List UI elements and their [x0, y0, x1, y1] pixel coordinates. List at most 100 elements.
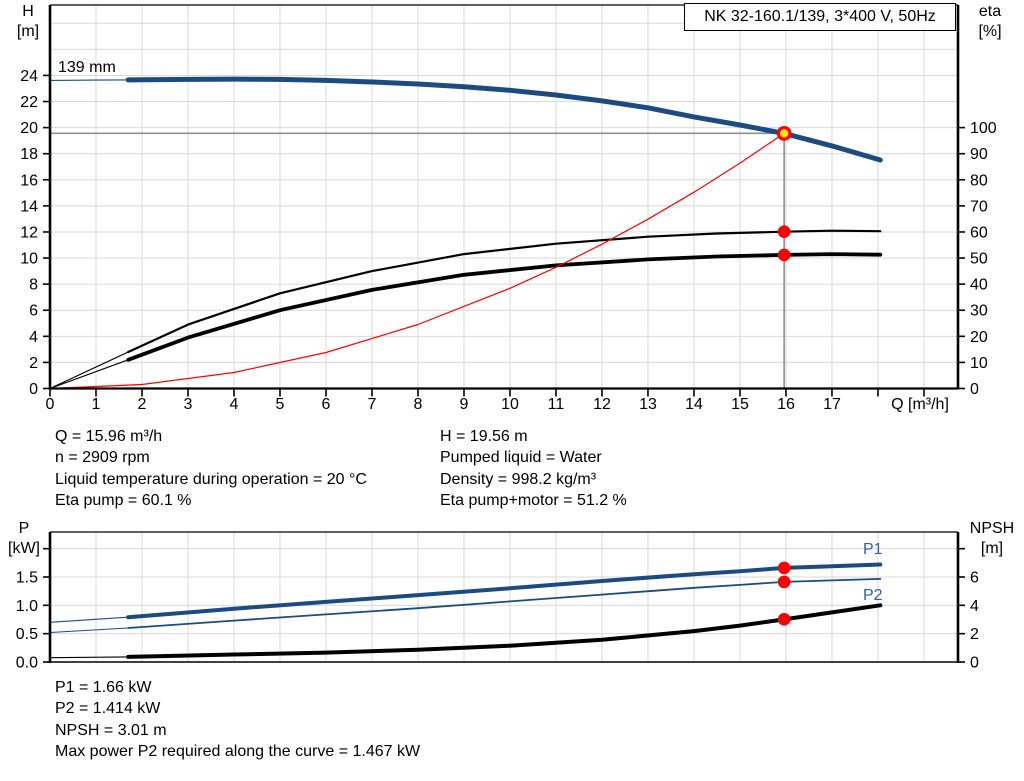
p2-curve-label: P2: [863, 587, 883, 604]
eta-axis-unit-line1: eta: [978, 3, 1002, 20]
p1-curve-label: P1: [863, 541, 883, 558]
info-npsh: NPSH = 3.01 m: [55, 721, 167, 739]
svg-text:8: 8: [29, 277, 38, 294]
svg-text:15: 15: [731, 396, 749, 413]
svg-text:10: 10: [970, 355, 988, 372]
svg-text:1.5: 1.5: [16, 569, 38, 586]
svg-text:12: 12: [593, 396, 611, 413]
info-pumped-liquid: Pumped liquid = Water: [440, 449, 602, 467]
svg-text:30: 30: [970, 303, 988, 320]
power-npsh-chart-ticks: 0.0 0.5 1.0 1.5 0 2 4 6: [16, 547, 979, 672]
qh-eta-chart-frame: [48, 4, 960, 390]
svg-text:0: 0: [970, 381, 979, 398]
eta-pump-motor-duty-dot: [777, 248, 791, 262]
p2-duty-dot: [777, 575, 791, 589]
duty-point-marker: [776, 125, 792, 141]
svg-text:0: 0: [970, 655, 979, 672]
npsh-axis-unit-line2: [m]: [980, 540, 1004, 557]
svg-text:2: 2: [970, 626, 979, 643]
h-axis-unit-line2: [m]: [16, 23, 40, 40]
svg-text:40: 40: [970, 277, 988, 294]
svg-text:6: 6: [322, 396, 331, 413]
p-axis-unit-line2: [kW]: [8, 540, 40, 557]
svg-text:1: 1: [92, 396, 101, 413]
series-p2-curve: [49, 578, 882, 634]
h-axis-unit-line1: H: [22, 3, 34, 20]
svg-text:3: 3: [184, 396, 193, 413]
series-p1-curve: [49, 562, 883, 623]
svg-text:7: 7: [368, 396, 377, 413]
series-eta-pump-curve: [49, 229, 882, 389]
duty-info-right: H = 19.56 m Pumped liquid = Water Densit…: [440, 427, 627, 512]
svg-text:10: 10: [20, 251, 38, 268]
info-p2: P2 = 1.414 kW: [55, 700, 161, 718]
info-max-power: Max power P2 required along the curve = …: [55, 742, 421, 760]
q-axis-unit: Q [m³/h]: [891, 396, 949, 413]
npsh-axis-unit: NPSH [m]: [962, 519, 1022, 559]
svg-text:60: 60: [970, 224, 988, 241]
svg-text:70: 70: [970, 198, 988, 215]
impeller-diameter-label: 139 mm: [58, 59, 116, 76]
p-axis-unit: P [kW]: [2, 519, 46, 559]
qh-eta-chart-grid: [50, 5, 958, 389]
info-liquid-temperature: Liquid temperature during operation = 20…: [55, 470, 367, 488]
svg-text:1.0: 1.0: [16, 598, 38, 615]
svg-text:20: 20: [20, 120, 38, 137]
series-npsh-curve: [49, 603, 883, 659]
svg-text:14: 14: [20, 198, 38, 215]
info-eta-pump: Eta pump = 60.1 %: [55, 491, 192, 509]
info-eta-pump-motor: Eta pump+motor = 51.2 %: [440, 491, 627, 509]
svg-text:16: 16: [20, 172, 38, 189]
info-flow: Q = 15.96 m³/h: [55, 428, 163, 445]
svg-text:0.5: 0.5: [16, 626, 38, 643]
svg-text:8: 8: [414, 396, 423, 413]
svg-text:0: 0: [46, 396, 55, 413]
svg-text:2: 2: [29, 355, 38, 372]
svg-text:4: 4: [970, 598, 979, 615]
svg-text:20: 20: [970, 329, 988, 346]
svg-text:9: 9: [460, 396, 469, 413]
info-speed: n = 2909 rpm: [55, 449, 150, 467]
svg-text:4: 4: [29, 329, 38, 346]
power-info-block: P1 = 1.66 kW P2 = 1.414 kW NPSH = 3.01 m…: [55, 678, 420, 763]
svg-text:13: 13: [639, 396, 657, 413]
svg-text:0: 0: [29, 381, 38, 398]
power-npsh-chart: 0.0 0.5 1.0 1.5 0 2 4 6: [16, 531, 979, 672]
svg-text:24: 24: [20, 68, 38, 85]
series-eta-pump-motor-curve: [49, 252, 883, 390]
power-npsh-chart-grid: [50, 532, 958, 662]
npsh-duty-dot: [777, 613, 791, 626]
svg-text:100: 100: [970, 120, 997, 137]
svg-text:11: 11: [548, 396, 565, 413]
qh-eta-chart: 0 1 2 3 4 5 6 7 8 9 10 11 12 13 14 15 16 1702468101214161…: [20, 4, 997, 413]
svg-text:10: 10: [501, 396, 519, 413]
eta-axis-unit: eta [%]: [966, 2, 1014, 42]
svg-text:80: 80: [970, 172, 988, 189]
eta-axis-unit-line2: [%]: [978, 23, 1002, 40]
svg-text:2: 2: [138, 396, 147, 413]
qh-eta-chart-ticks: 0 1 2 3 4 5 6 7 8 9 10 11 12 13 14 15 16 1702468101214161…: [20, 68, 997, 413]
info-head: H = 19.56 m: [440, 428, 528, 445]
svg-text:17: 17: [823, 396, 841, 413]
svg-text:22: 22: [20, 94, 38, 111]
svg-text:6: 6: [970, 569, 979, 586]
info-density: Density = 998.2 kg/m³: [440, 470, 597, 488]
svg-text:90: 90: [970, 146, 988, 163]
svg-text:6: 6: [29, 303, 38, 320]
duty-guides: [50, 132, 785, 389]
p-axis-unit-line1: P: [18, 520, 30, 537]
svg-text:5: 5: [276, 396, 285, 413]
info-p1: P1 = 1.66 kW: [55, 679, 152, 696]
p1-duty-dot: [777, 561, 791, 575]
h-axis-unit: H [m]: [8, 2, 48, 42]
chart-title-box: NK 32-160.1/139, 3*400 V, 50Hz: [684, 3, 956, 31]
svg-text:12: 12: [20, 224, 38, 241]
svg-text:16: 16: [777, 396, 795, 413]
svg-text:0.0: 0.0: [16, 655, 38, 672]
series-head-curve-139mm: [49, 76, 883, 163]
svg-text:14: 14: [685, 396, 703, 413]
series-system-curve: [49, 132, 785, 390]
eta-pump-duty-dot: [777, 225, 791, 239]
